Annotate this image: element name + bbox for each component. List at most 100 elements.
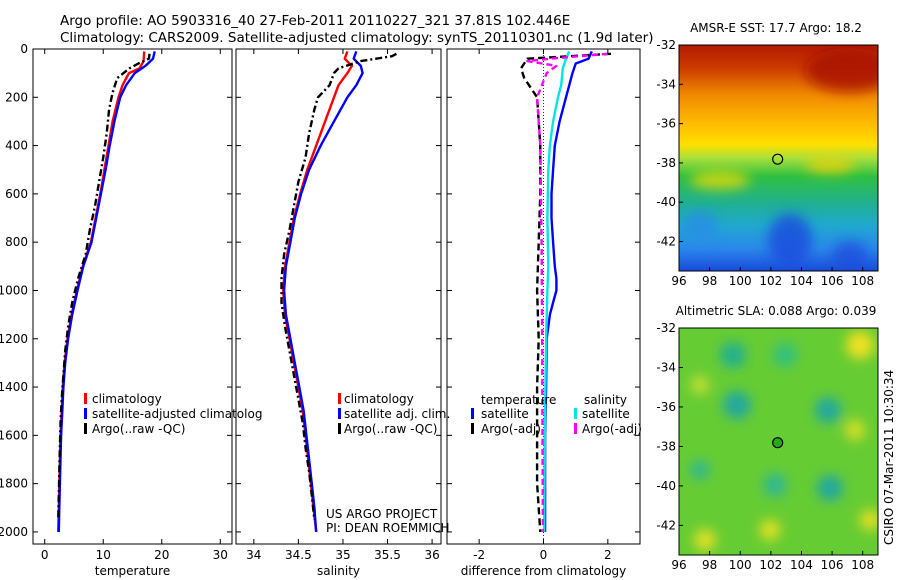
sla-map-title: Altimetric SLA: 0.088 Argo: 0.039: [676, 304, 877, 318]
legend-label-temp-argo: Argo(-adj): [481, 422, 541, 436]
legend-swatch-argo: [84, 423, 87, 434]
pi-label: PI: DEAN ROEMMICH: [326, 521, 449, 535]
difference-x-axis-label: difference from climatology: [461, 564, 627, 578]
legend-label-satellite: satellite adj. clim.: [344, 407, 450, 421]
y-tick-label: 400: [5, 139, 28, 153]
legend-swatch-sal-argo: [574, 423, 577, 434]
legend-label-sal-satellite: satellite: [582, 407, 630, 421]
x-tick-label: 108: [851, 274, 874, 288]
sla-high-eddy: [846, 331, 874, 359]
salinity-series-climatology: [282, 50, 354, 533]
temperature-series-argo-raw-qc: [57, 53, 151, 520]
x-tick-label: 96: [671, 558, 686, 572]
legend-swatch-satellite: [338, 408, 341, 419]
legend-label-climatology: climatology: [344, 392, 414, 406]
legend-swatch-sal-satellite: [574, 408, 577, 419]
temperature-axes-frame: [32, 48, 233, 545]
sst-map-title: AMSR-E SST: 17.7 Argo: 18.2: [690, 21, 862, 35]
sst-cold-patch: [768, 214, 812, 266]
header-line-1: Argo profile: AO 5903316_40 27-Feb-2011 …: [60, 13, 570, 29]
sst-map-frame: [678, 44, 879, 272]
legend-label-climatology: climatology: [92, 392, 162, 406]
y-tick-label: 1200: [0, 332, 28, 346]
y-tick-label: -36: [656, 117, 676, 131]
temperature-series-climatology: [57, 51, 146, 532]
sla-low-eddy: [720, 342, 746, 368]
y-tick-label: 1600: [0, 428, 28, 442]
salinity-legend: climatology satellite adj. clim. Argo(..…: [338, 392, 450, 436]
legend-label-temp-satellite: satellite: [481, 407, 529, 421]
legend-swatch-temp-argo: [471, 423, 474, 434]
x-tick-label: 98: [702, 274, 717, 288]
x-tick-label: 104: [790, 274, 813, 288]
sst-argo-location-marker: [772, 153, 784, 165]
y-tick-label: -42: [656, 518, 676, 532]
project-label: US ARGO PROJECT: [326, 507, 438, 521]
legend-swatch-satellite: [84, 408, 87, 419]
sla-high-eddy: [691, 376, 709, 394]
y-tick-label: -32: [656, 38, 676, 52]
y-tick-label: -38: [656, 156, 676, 170]
x-tick-label: -2: [473, 548, 485, 562]
x-tick-label: 0: [540, 548, 548, 562]
x-tick-label: 100: [729, 558, 752, 572]
x-tick-label: 2: [604, 548, 612, 562]
sla-high-eddy: [760, 520, 780, 540]
sla-high-eddy: [694, 529, 716, 551]
y-tick-label: 1800: [0, 477, 28, 491]
x-tick-label: 106: [821, 558, 844, 572]
difference-legend: temperature salinity satellite Argo(-adj…: [471, 393, 642, 436]
x-tick-label: 10: [96, 548, 111, 562]
x-tick-label: 102: [759, 274, 782, 288]
legend-swatch-climatology: [84, 393, 87, 404]
difference-profile-panel: -2 0 2 difference from climatology: [446, 48, 641, 578]
legend-label-sal-argo: Argo(-adj): [582, 422, 642, 436]
difference-series-salinity-argo-adj: [526, 52, 608, 532]
sst-cold-patch: [682, 211, 718, 239]
y-tick-label: -40: [656, 195, 676, 209]
sst-hot-patch: [805, 48, 878, 92]
sla-argo-location-marker: [772, 437, 784, 449]
sst-warm-patch: [690, 171, 750, 189]
credit-label: CSIRO 07-Mar-2011 10:30:34: [882, 370, 896, 545]
x-tick-label: 108: [851, 558, 874, 572]
legend-swatch-climatology: [338, 393, 341, 404]
temperature-series-satellite-adjusted-climatology: [57, 51, 156, 532]
difference-series-salinity-satellite: [542, 50, 571, 532]
sla-low-eddy: [815, 397, 841, 423]
x-tick-label: 30: [213, 548, 228, 562]
sla-map-axes: 96 98 100 102 104 106 108 -32 -34 -36 -38 -40 -42: [656, 321, 879, 572]
temperature-x-axis-label: temperature: [95, 564, 170, 578]
legend-swatch-argo: [338, 423, 341, 434]
x-tick-label: 34.5: [285, 548, 312, 562]
sla-low-eddy: [773, 343, 797, 367]
sst-map-axes: 96 98 100 102 104 106 108 -32 -34 -36 -38 -40 -42: [656, 38, 879, 288]
sst-map: [679, 45, 878, 271]
salinity-axes-frame: [235, 48, 442, 545]
sst-cold-patch: [832, 241, 868, 269]
x-tick-label: 20: [154, 548, 169, 562]
sla-low-eddy: [723, 391, 751, 419]
y-tick-label: 800: [5, 235, 28, 249]
legend-label-argo: Argo(..raw -QC): [92, 422, 185, 436]
salinity-x-axis-label: salinity: [317, 564, 360, 578]
x-tick-label: 98: [702, 558, 717, 572]
y-tick-label: -36: [656, 400, 676, 414]
sst-eddies: [682, 48, 878, 269]
y-tick-label: 600: [5, 187, 28, 201]
salinity-profile-panel: 34 34.5 35 35.5 36 salinity: [235, 48, 442, 578]
y-tick-label: 1400: [0, 380, 28, 394]
sla-low-eddy: [817, 475, 843, 501]
sla-low-eddy: [690, 460, 710, 480]
y-tick-label: 1000: [0, 283, 28, 297]
legend-swatch-temp-satellite: [471, 408, 474, 419]
sla-high-eddy: [845, 420, 865, 440]
legend-label-argo: Argo(..raw -QC): [344, 422, 437, 436]
difference-series-temperature-argo-adj: [519, 52, 612, 532]
y-tick-label: -40: [656, 479, 676, 493]
x-tick-label: 0: [41, 548, 49, 562]
x-tick-label: 104: [790, 558, 813, 572]
x-tick-label: 96: [671, 274, 686, 288]
x-tick-label: 106: [821, 274, 844, 288]
x-tick-label: 102: [759, 558, 782, 572]
